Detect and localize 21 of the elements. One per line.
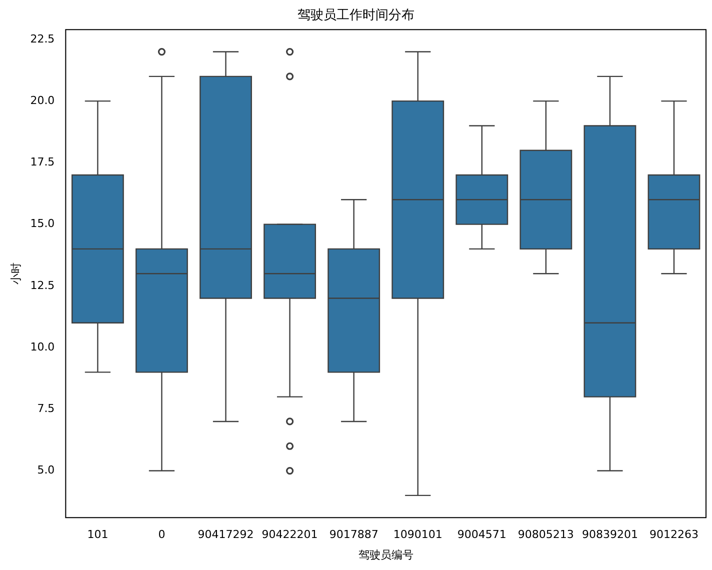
x-tick-label: 9004571 — [457, 528, 506, 542]
y-tick-label: 22.5 — [30, 32, 55, 46]
chart-title: 驾驶员工作时间分布 — [298, 8, 414, 24]
x-tick-label: 90805213 — [518, 528, 574, 542]
y-tick-label: 12.5 — [30, 278, 55, 292]
y-tick-label: 15.0 — [30, 217, 55, 230]
y-axis-title: 小时 — [9, 262, 22, 285]
y-tick-label: 20.0 — [30, 94, 55, 107]
y-tick-label: 17.5 — [30, 156, 55, 169]
x-tick-label: 9012263 — [649, 528, 698, 542]
x-tick-label: 1090101 — [393, 528, 442, 542]
x-tick-label: 90417292 — [198, 528, 254, 542]
y-tick-label: 5.0 — [37, 464, 55, 477]
x-tick-label: 0 — [158, 528, 166, 542]
x-tick-label: 90422201 — [262, 528, 318, 542]
x-axis-title: 驾驶员编号 — [358, 548, 414, 562]
x-tick-label: 9017887 — [329, 528, 378, 542]
y-tick-label: 7.5 — [37, 402, 55, 416]
y-tick-label: 10.0 — [30, 340, 55, 354]
x-tick-label: 101 — [87, 528, 108, 542]
x-tick-label: 90839201 — [582, 528, 638, 542]
